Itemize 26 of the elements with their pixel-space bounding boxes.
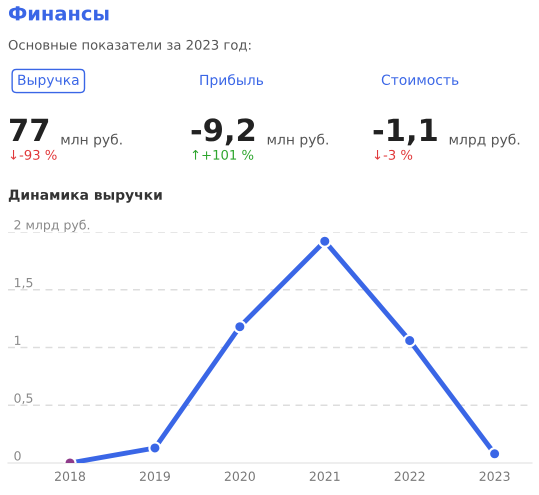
y-tick-label: 0,5 <box>14 393 32 404</box>
x-tick-label: 2020 <box>224 472 255 482</box>
text: млн руб. <box>62 134 122 148</box>
y-tick-label: 2 млрд руб. <box>14 220 90 232</box>
text: млн руб. <box>268 134 328 148</box>
x-tick-label: 2022 <box>394 472 424 482</box>
text: ↓-3 % <box>374 150 412 160</box>
y-tick-label: 1,5 <box>14 278 32 289</box>
text: Выручка <box>18 74 78 88</box>
text: ↓-93 % <box>10 150 57 160</box>
text: ↑+101 % <box>192 150 254 160</box>
y-tick-label: 1 <box>14 336 20 345</box>
text: -9,2 <box>192 118 254 146</box>
text: Финансы <box>8 6 108 21</box>
text: 77 <box>10 118 48 141</box>
text: Стоимость <box>382 74 458 86</box>
x-tick-label: 2018 <box>55 472 86 482</box>
text: млрд руб. <box>450 134 520 148</box>
x-tick-label: 2023 <box>480 472 510 482</box>
text: Прибыль <box>200 74 264 88</box>
x-tick-label: 2019 <box>140 472 170 482</box>
y-tick-label: 0 <box>14 451 21 461</box>
x-tick-label: 2021 <box>310 472 340 482</box>
text: -1,1 <box>374 118 437 146</box>
text: Основные показатели за 2023 год: <box>8 40 250 52</box>
chart-title: Динамика выручки <box>8 190 162 203</box>
